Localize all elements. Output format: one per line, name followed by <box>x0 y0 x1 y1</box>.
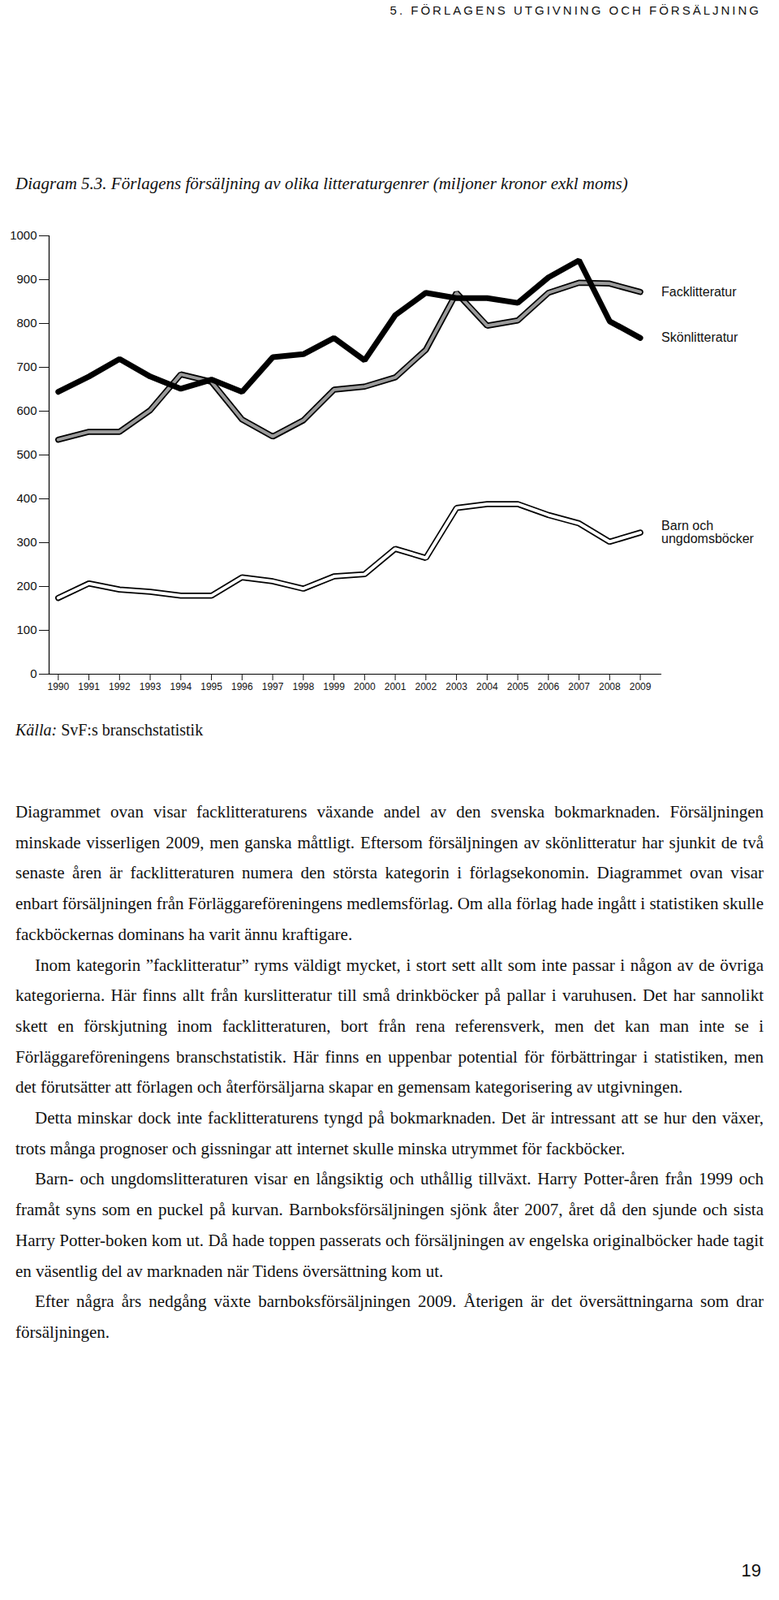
svg-text:2005: 2005 <box>507 680 530 693</box>
svg-text:100: 100 <box>16 622 37 637</box>
svg-text:2009: 2009 <box>629 680 652 693</box>
svg-text:Barn ochungdomsböcker: Barn ochungdomsböcker <box>661 518 755 546</box>
svg-text:0: 0 <box>30 666 37 681</box>
html-text:Diagram 5.3. Förlagens försälj: Diagram 5.3. Förlagens försäljning av ol… <box>15 173 628 194</box>
svg-text:2003: 2003 <box>445 680 468 693</box>
svg-text:2001: 2001 <box>384 680 407 693</box>
svg-text:Skönlitteratur: Skönlitteratur <box>661 330 739 345</box>
html-text:Diagrammet ovan visar facklitt: Diagrammet ovan visar facklitteraturens … <box>15 801 764 944</box>
svg-text:1997: 1997 <box>262 680 285 693</box>
svg-text:900: 900 <box>16 271 37 286</box>
svg-text:1995: 1995 <box>200 680 223 693</box>
svg-text:2007: 2007 <box>568 680 590 693</box>
svg-text:1991: 1991 <box>77 680 100 693</box>
svg-text:2000: 2000 <box>353 680 376 693</box>
html-text:Inom kategorin ”facklitteratur: Inom kategorin ”facklitteratur” ryms väl… <box>15 954 764 1097</box>
svg-text:1993: 1993 <box>139 680 162 693</box>
svg-text:300: 300 <box>16 534 37 549</box>
svg-text:700: 700 <box>16 359 37 374</box>
svg-text:2008: 2008 <box>598 680 621 693</box>
svg-text:2006: 2006 <box>537 680 560 693</box>
svg-text:1996: 1996 <box>231 680 254 693</box>
svg-text:400: 400 <box>16 490 37 505</box>
html-text:Källa: SvF:s branschstatistik: Källa: SvF:s branschstatistik <box>15 720 203 739</box>
svg-text:2002: 2002 <box>414 680 437 693</box>
svg-text:1990: 1990 <box>47 680 69 693</box>
svg-text:1994: 1994 <box>169 680 192 693</box>
svg-text:800: 800 <box>16 315 37 330</box>
html-text:Barn- och ungdomslitteraturen: Barn- och ungdomslitteraturen visar en l… <box>15 1168 764 1281</box>
svg-text:Facklitteratur: Facklitteratur <box>661 284 737 299</box>
svg-text:500: 500 <box>16 447 37 461</box>
svg-text:1000: 1000 <box>9 228 37 242</box>
html-text:5. FÖRLAGENS UTGIVNING OCH FÖR: 5. FÖRLAGENS UTGIVNING OCH FÖRSÄLJNING <box>389 3 762 18</box>
svg-text:600: 600 <box>16 403 37 418</box>
svg-text:2004: 2004 <box>476 680 499 693</box>
html-text:19: 19 <box>741 1559 762 1580</box>
svg-text:1999: 1999 <box>322 680 345 693</box>
html-text:Efter några års nedgång växte: Efter några års nedgång växte barnboksfö… <box>15 1291 764 1342</box>
html-text:Detta minskar dock inte fackli: Detta minskar dock inte facklitteraturen… <box>15 1107 764 1158</box>
svg-text:1992: 1992 <box>108 680 131 693</box>
svg-text:200: 200 <box>16 578 37 593</box>
svg-text:1998: 1998 <box>292 680 315 693</box>
